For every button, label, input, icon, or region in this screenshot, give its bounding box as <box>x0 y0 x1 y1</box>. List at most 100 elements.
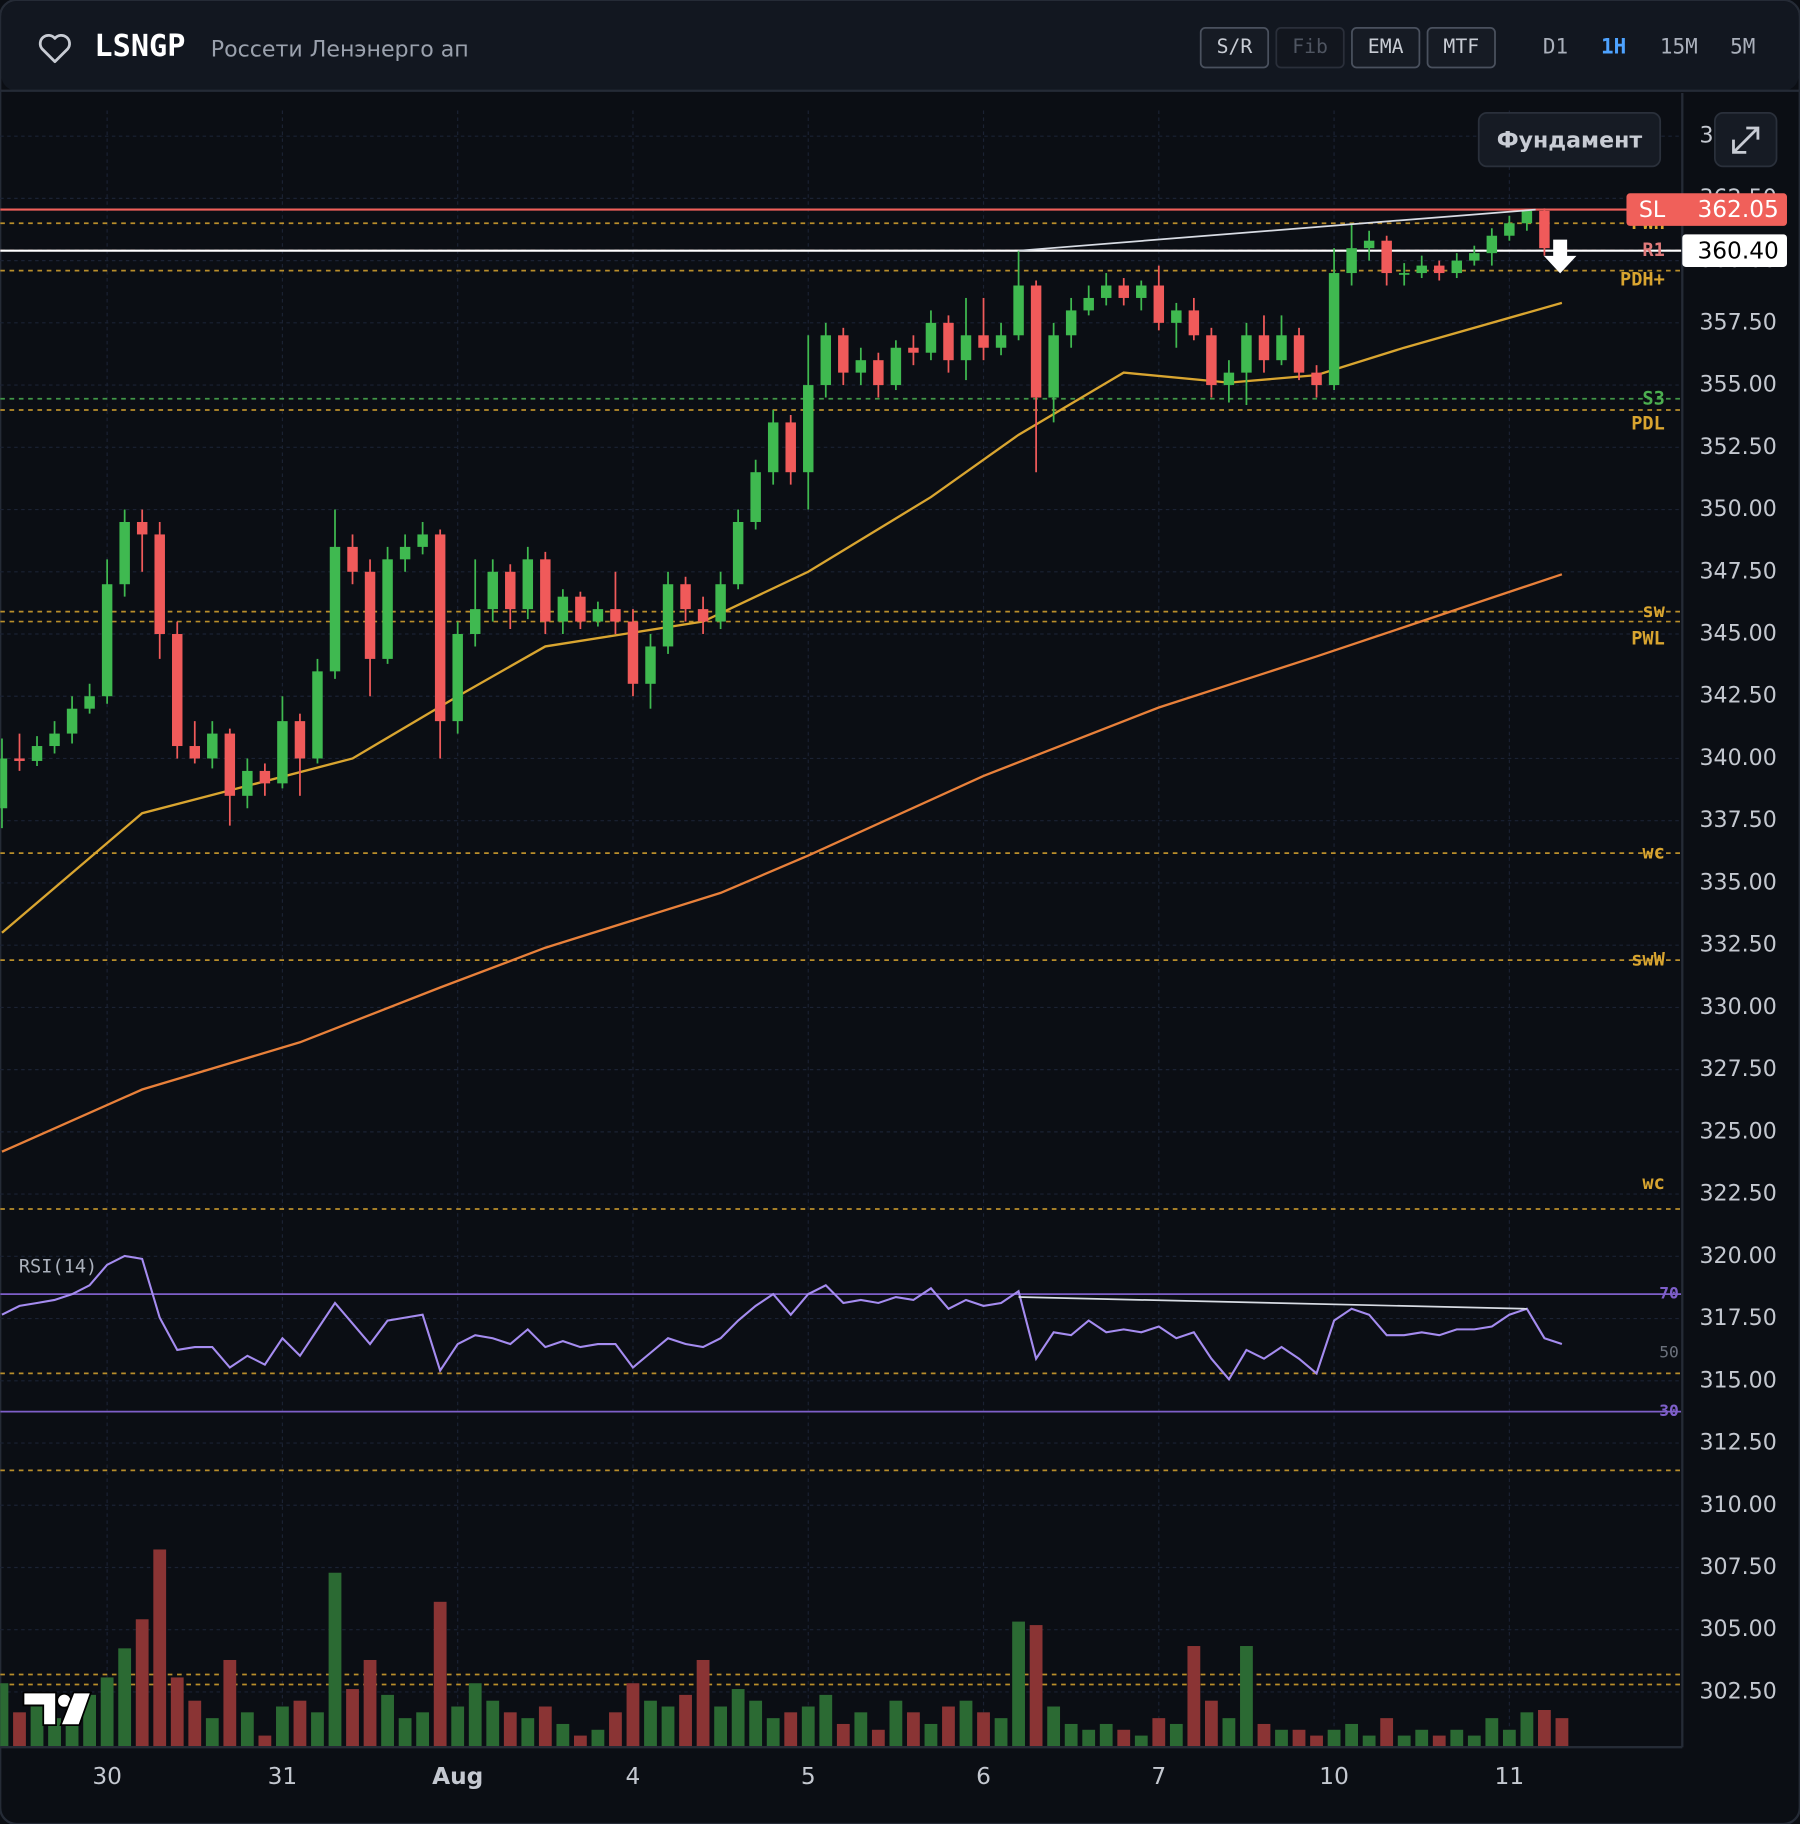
x-tick-label: 6 <box>976 1763 991 1790</box>
toggle-label[interactable]: MTF <box>1443 35 1479 58</box>
candle-body <box>1381 240 1392 274</box>
volume-bar <box>1467 1735 1481 1748</box>
volume-bar <box>1082 1729 1096 1748</box>
volume-bar <box>1380 1718 1394 1748</box>
candle-body <box>14 758 25 761</box>
volume-bar <box>591 1729 605 1748</box>
y-tick-label: 315.00 <box>1699 1367 1776 1393</box>
candle-body <box>1539 210 1550 249</box>
toggle-button[interactable] <box>1275 27 1345 69</box>
fundament-button[interactable] <box>1477 111 1662 168</box>
fundament-button-label[interactable]: Фундамент <box>1497 127 1643 153</box>
y-tick-label: 347.50 <box>1699 558 1776 584</box>
tradingview-logo <box>22 1691 93 1726</box>
volume-bar <box>1520 1712 1534 1748</box>
candle-body <box>1328 273 1340 386</box>
trendline <box>1018 208 1536 252</box>
candle-body <box>1030 285 1042 398</box>
y-tick-label: 350.00 <box>1699 496 1776 522</box>
candle-body <box>557 596 569 622</box>
timeframe[interactable]: 15M <box>1660 35 1698 59</box>
volume-bar <box>1327 1729 1341 1748</box>
volume-bar <box>468 1683 482 1748</box>
y-tick-label: 335.00 <box>1699 869 1776 895</box>
rsi-level-label: 70 <box>1659 1284 1679 1303</box>
candle-body <box>908 347 919 353</box>
rsi-level-label: 50 <box>1659 1342 1679 1361</box>
candle-body <box>189 746 201 759</box>
candle-body <box>820 335 832 386</box>
volume-bar <box>784 1712 798 1748</box>
favorite-icon[interactable] <box>38 33 71 64</box>
toggle-button[interactable] <box>1426 27 1496 69</box>
volume-bar <box>1187 1646 1201 1748</box>
volume-bar <box>1415 1729 1429 1748</box>
volume-bar <box>398 1718 412 1748</box>
candle-body <box>1188 310 1200 336</box>
candle-body <box>1346 248 1357 274</box>
candle-body <box>1363 240 1375 249</box>
company-name: Россети Ленэнерго ап <box>211 37 469 63</box>
volume-bar <box>766 1718 780 1748</box>
candle-body <box>294 721 306 759</box>
toggle-button[interactable] <box>1199 27 1270 69</box>
y-tick-label: 302.50 <box>1699 1678 1776 1704</box>
toggle-label[interactable]: Fib <box>1292 35 1328 58</box>
volume-bar <box>1152 1718 1166 1748</box>
y-tick-label: 337.50 <box>1699 807 1776 833</box>
volume-bar <box>416 1712 430 1748</box>
candle-body <box>838 335 849 373</box>
candle-body <box>575 596 586 622</box>
volume-bar <box>328 1572 342 1748</box>
candle-body <box>1171 310 1182 323</box>
candle-body <box>224 733 236 796</box>
x-tick-label: 7 <box>1151 1763 1166 1790</box>
volume-bar <box>293 1700 307 1748</box>
candle-body <box>487 571 498 610</box>
toggle-label[interactable]: S/R <box>1217 35 1253 58</box>
rsi-level-label: 30 <box>1659 1401 1679 1420</box>
candle-body <box>277 721 288 784</box>
volume-bar <box>994 1718 1008 1748</box>
candle-body <box>1293 335 1305 373</box>
timeframe[interactable]: 5M <box>1730 35 1755 59</box>
expand-icon[interactable] <box>1732 126 1760 154</box>
rsi-label: RSI(14) <box>19 1256 97 1277</box>
plot-area <box>0 110 1683 1748</box>
volume-bar <box>153 1549 167 1748</box>
y-tick-label: 355.00 <box>1699 372 1776 398</box>
price-badge-value: 362.05 <box>1697 196 1778 223</box>
candle-body <box>1013 285 1024 336</box>
candle-body <box>31 746 43 761</box>
volume-bar <box>1275 1729 1288 1748</box>
candle-body <box>84 696 95 709</box>
volume-bar <box>13 1712 26 1748</box>
candle-body <box>855 360 867 373</box>
x-tick-label: 4 <box>626 1763 641 1790</box>
ema-line <box>1 301 1563 934</box>
toggle-button[interactable] <box>1351 27 1421 69</box>
candle-body <box>66 708 78 734</box>
candle-body <box>364 571 376 659</box>
sell-arrow <box>1543 239 1577 274</box>
volume-bar <box>644 1700 657 1748</box>
price-badge-tag: SL <box>1639 197 1666 223</box>
level-label: PDH+ <box>1620 269 1665 290</box>
toggle-label[interactable]: EMA <box>1368 35 1404 58</box>
candle-body <box>312 671 323 759</box>
candle-body <box>767 422 779 473</box>
candle-body <box>873 360 884 386</box>
volume-bar <box>433 1601 447 1748</box>
price-badge-value: 360.40 <box>1697 237 1778 264</box>
candle-body <box>1504 223 1515 236</box>
volume-bar <box>1485 1718 1499 1748</box>
candle-body <box>1486 235 1498 254</box>
y-tick-label: 317.50 <box>1699 1305 1776 1331</box>
candle-body <box>1118 285 1129 298</box>
candle-body <box>101 584 113 697</box>
timeframe[interactable]: D1 <box>1543 35 1568 59</box>
timeframe[interactable]: 1H <box>1601 35 1626 59</box>
candle-body <box>1416 265 1427 274</box>
candle-body <box>610 609 621 622</box>
x-tick-label: Aug <box>432 1763 483 1790</box>
